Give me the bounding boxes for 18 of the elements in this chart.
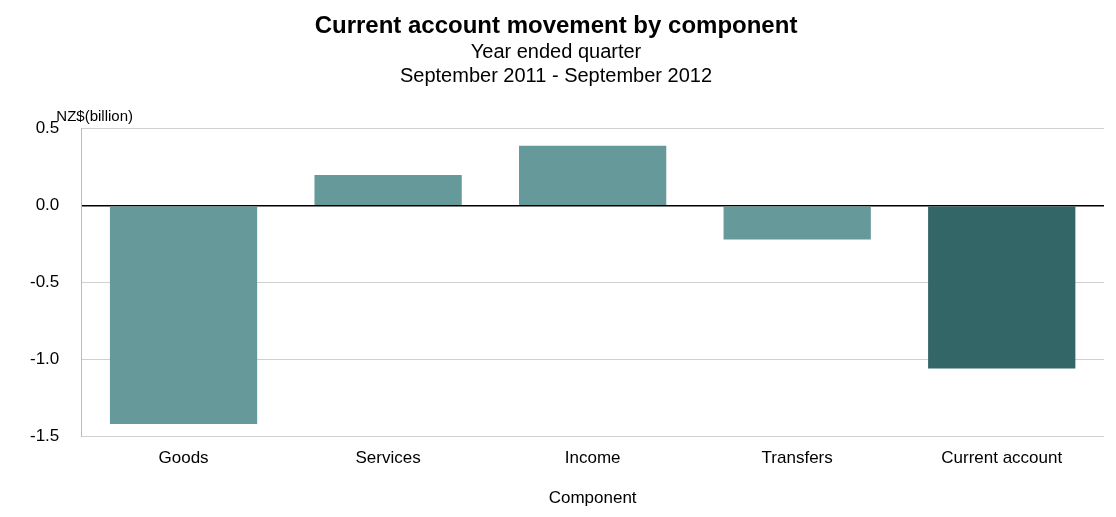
bar xyxy=(109,206,258,424)
bar xyxy=(723,206,871,240)
x-tick-label: Current account xyxy=(941,448,1063,468)
x-tick-label: Transfers xyxy=(761,448,833,468)
x-tick-label: Goods xyxy=(158,448,209,468)
y-tick-label: -1.0 xyxy=(30,349,60,369)
chart-title: Current account movement by component xyxy=(314,11,798,39)
y-tick-label: -0.5 xyxy=(30,272,60,292)
y-tick-label: 0.0 xyxy=(35,195,60,215)
chart-subtitle: Year ended quarter September 2011 - September 2012 xyxy=(399,40,713,87)
x-tick-label: Services xyxy=(355,448,421,468)
x-tick-label: Income xyxy=(564,448,621,468)
y-tick-label: -1.5 xyxy=(30,425,60,445)
x-axis-title: Component xyxy=(548,488,637,508)
bar xyxy=(519,145,667,205)
bar xyxy=(314,174,462,205)
bar xyxy=(928,206,1076,369)
y-axis-title: NZ$(billion) xyxy=(56,107,133,125)
